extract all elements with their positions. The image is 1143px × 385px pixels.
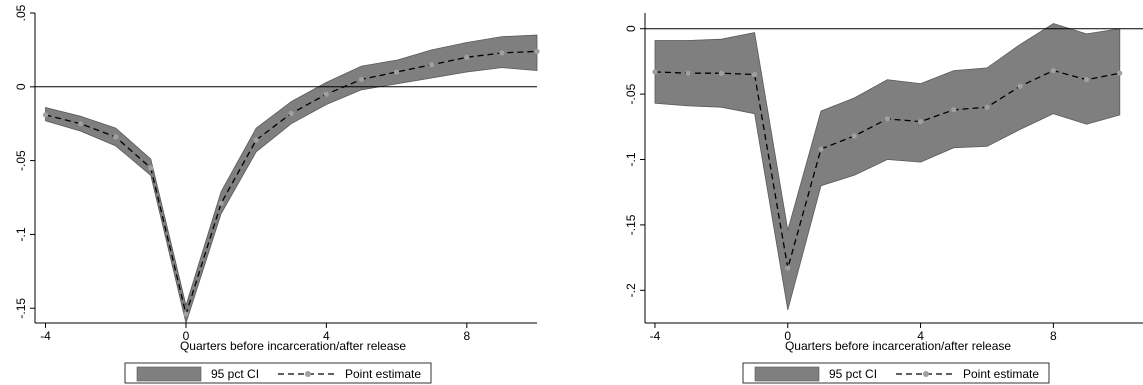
- right-legend-ci-label: 95 pct CI: [829, 367, 877, 381]
- left-x-tick-label: 8: [463, 329, 470, 343]
- left-legend-box: [124, 362, 432, 384]
- left-x-tick-label: 4: [323, 329, 330, 343]
- left-legend: 95 pct CI Point estimate: [124, 362, 432, 384]
- left-point-marker-q8: [464, 54, 470, 60]
- right-plot-area: -4 0 4 8 0 -.05 -.1 -.15 -.2: [624, 13, 1143, 343]
- left-legend-point-marker: [305, 371, 311, 377]
- left-legend-ci-label: 95 pct CI: [211, 367, 259, 381]
- left-point-marker-q1: [218, 200, 224, 207]
- right-point-marker-q0: [785, 265, 791, 271]
- left-point-marker-q10: [534, 48, 540, 54]
- right-point-marker-q4: [917, 118, 924, 125]
- right-legend: 95 pct CI Point estimate: [742, 362, 1050, 384]
- right-point-marker-q-2: [718, 70, 724, 76]
- left-y-tick-label: .05: [14, 4, 28, 21]
- left-point-marker-q7: [429, 62, 435, 68]
- right-legend-point-label: Point estimate: [963, 367, 1039, 381]
- left-point-marker-q5: [358, 76, 365, 83]
- right-x-tick-label: 8: [1050, 329, 1057, 343]
- left-y-tick-label: 0: [14, 83, 28, 90]
- right-legend-point-marker: [923, 371, 929, 377]
- right-point-marker-q-4: [652, 69, 658, 75]
- right-x-tick-label: 0: [784, 329, 791, 343]
- right-y-tick-label: 0: [624, 25, 638, 32]
- right-point-marker-q1: [818, 146, 824, 152]
- left-point-marker-q4: [323, 91, 329, 97]
- right-x-tick-label: -4: [650, 329, 661, 343]
- left-legend-point-label: Point estimate: [345, 367, 421, 381]
- right-y-tick-label: -.1: [624, 152, 638, 166]
- left-x-axis-label: Quarters before incarceration/after rele…: [180, 339, 406, 353]
- left-x-tick-label: -4: [40, 329, 51, 343]
- left-panel: -4 0 4 8 .05 0 -.05 -.1 -.15 Quarters before inc…: [14, 4, 540, 384]
- right-y-tick-label: -.2: [624, 283, 638, 297]
- right-point-marker-q-1: [751, 71, 758, 78]
- right-point-marker-q2: [851, 133, 857, 139]
- right-x-tick-label: 4: [917, 329, 924, 343]
- right-point-marker-q-3: [685, 70, 691, 76]
- left-point-marker-q-3: [78, 121, 84, 127]
- right-panel: -4 0 4 8 0 -.05 -.1 -.15 -.2 Quarters before inc…: [624, 13, 1143, 384]
- left-point-marker-q6: [393, 69, 400, 75]
- left-point-marker-q9: [499, 50, 505, 56]
- right-point-marker-q3: [884, 116, 890, 122]
- left-y-tick-label: -.1: [14, 227, 28, 241]
- right-legend-box: [742, 362, 1050, 384]
- left-ci-band: [45, 34, 538, 325]
- right-point-marker-q7: [1017, 83, 1023, 89]
- left-legend-ci-swatch: [136, 366, 202, 382]
- right-x-axis-label: Quarters before incarceration/after rele…: [785, 339, 1011, 353]
- right-point-marker-q10: [1117, 70, 1123, 76]
- left-plot-area: -4 0 4 8 .05 0 -.05 -.1 -.15: [14, 4, 540, 343]
- right-point-marker-q6: [984, 104, 990, 110]
- left-point-marker-q0: [183, 311, 189, 317]
- left-y-tick-label: -.05: [14, 150, 28, 171]
- right-point-marker-q9: [1083, 77, 1090, 83]
- right-point-marker-q8: [1050, 67, 1056, 74]
- left-point-marker-q-2: [113, 134, 119, 140]
- right-y-tick-label: -.05: [624, 83, 638, 104]
- left-x-tick-label: 0: [183, 329, 190, 343]
- left-point-marker-q-4: [42, 112, 49, 118]
- left-point-marker-q-1: [148, 165, 154, 171]
- left-point-marker-q3: [288, 110, 294, 116]
- left-y-tick-label: -.15: [14, 298, 28, 319]
- right-legend-ci-swatch: [754, 366, 820, 382]
- left-point-marker-q2: [253, 137, 259, 143]
- left-point-estimate-line: [45, 50, 538, 317]
- right-y-tick-label: -.15: [624, 214, 638, 235]
- right-ci-band: [654, 23, 1121, 311]
- right-point-marker-q5: [951, 107, 957, 113]
